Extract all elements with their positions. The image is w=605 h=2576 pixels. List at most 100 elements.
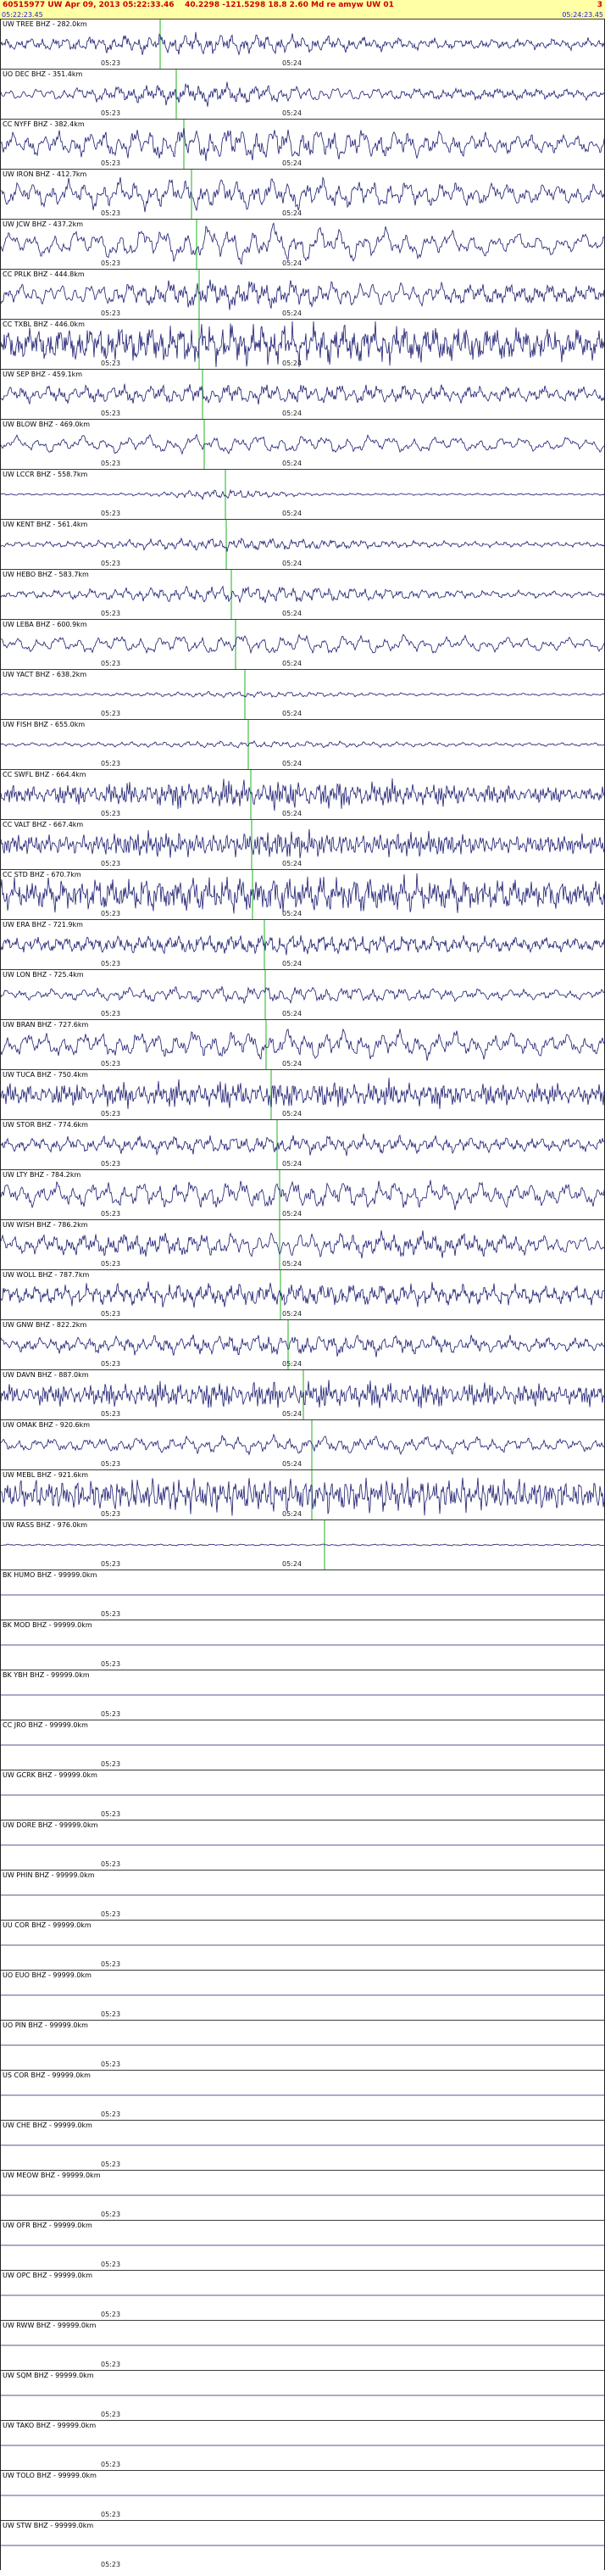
trace-row[interactable]: CC NYFF BHZ - 382.4km 05:23 05:24 xyxy=(1,119,605,170)
time-tick-label: 05:24 xyxy=(282,1010,302,1018)
station-label: UU COR BHZ - 99999.0km xyxy=(3,1921,92,1929)
station-label: CC VALT BHZ - 667.4km xyxy=(3,821,84,828)
trace-row[interactable]: CC SWFL BHZ - 664.4km 05:23 05:24 xyxy=(1,769,605,820)
time-tick-label: 05:23 xyxy=(101,2311,121,2318)
arrival-marker xyxy=(244,670,246,720)
trace-row[interactable]: UW OFR BHZ - 99999.0km 05:23 xyxy=(1,2220,605,2270)
trace-row[interactable]: UW GCRK BHZ - 99999.0km 05:23 xyxy=(1,1770,605,1820)
station-label: CC STD BHZ - 670.7km xyxy=(3,871,81,878)
trace-row[interactable]: UW CHE BHZ - 99999.0km 05:23 xyxy=(1,2120,605,2170)
time-tick-label: 05:23 xyxy=(101,2361,121,2368)
waveform xyxy=(1,2345,605,2346)
window-end-time: 05:24:23.45 xyxy=(562,10,603,19)
trace-row[interactable]: UW TUCA BHZ - 750.4km 05:23 05:24 xyxy=(1,1069,605,1120)
trace-row[interactable]: UW LCCR BHZ - 558.7km 05:23 05:24 xyxy=(1,469,605,520)
station-label: CC PRLK BHZ - 444.8km xyxy=(3,270,85,278)
waveform xyxy=(1,1520,605,1570)
trace-row[interactable]: UW TREE BHZ - 282.0km 05:23 05:24 xyxy=(1,19,605,70)
trace-row[interactable]: UO PIN BHZ - 99999.0km 05:23 xyxy=(1,2020,605,2070)
trace-row[interactable]: CC PRLK BHZ - 444.8km 05:23 05:24 xyxy=(1,269,605,320)
trace-row[interactable]: BK MOD BHZ - 99999.0km 05:23 xyxy=(1,1620,605,1670)
trace-row[interactable]: UO EUO BHZ - 99999.0km 05:23 xyxy=(1,1970,605,2020)
time-tick-label: 05:24 xyxy=(282,109,302,117)
trace-row[interactable]: UW WISH BHZ - 786.2km 05:23 05:24 xyxy=(1,1219,605,1270)
trace-row[interactable]: UW KENT BHZ - 561.4km 05:23 05:24 xyxy=(1,519,605,570)
arrival-marker xyxy=(279,1220,280,1270)
trace-row[interactable]: UW STOR BHZ - 774.6km 05:23 05:24 xyxy=(1,1119,605,1170)
arrival-marker xyxy=(324,1520,325,1570)
trace-row[interactable]: BK HUMO BHZ - 99999.0km 05:23 xyxy=(1,1570,605,1620)
arrival-marker xyxy=(251,820,253,870)
station-label: UW BLOW BHZ - 469.0km xyxy=(3,421,91,428)
station-label: UW LON BHZ - 725.4km xyxy=(3,971,84,979)
time-tick-label: 05:24 xyxy=(282,660,302,667)
trace-row[interactable]: UW HEBO BHZ - 583.7km 05:23 05:24 xyxy=(1,569,605,620)
trace-row[interactable]: UW BRAN BHZ - 727.6km 05:23 05:24 xyxy=(1,1019,605,1070)
trace-row[interactable]: UW MEOW BHZ - 99999.0km 05:23 xyxy=(1,2170,605,2220)
trace-row[interactable]: UW LON BHZ - 725.4km 05:23 05:24 xyxy=(1,969,605,1020)
trace-row[interactable]: CC JRO BHZ - 99999.0km 05:23 xyxy=(1,1720,605,1770)
time-tick-label: 05:23 xyxy=(101,1710,121,1718)
time-tick-label: 05:23 xyxy=(101,2010,121,2018)
waveform xyxy=(1,2244,605,2246)
trace-row[interactable]: UW MEBL BHZ - 921.6km 05:23 05:24 xyxy=(1,1469,605,1520)
trace-row[interactable]: UW LTY BHZ - 784.2km 05:23 05:24 xyxy=(1,1169,605,1220)
station-label: UW STW BHZ - 99999.0km xyxy=(3,2522,94,2529)
trace-row[interactable]: UW GNW BHZ - 822.2km 05:23 05:24 xyxy=(1,1319,605,1370)
trace-row[interactable]: UO DEC BHZ - 351.4km 05:23 05:24 xyxy=(1,69,605,120)
station-label: UW RASS BHZ - 976.0km xyxy=(3,1521,87,1529)
trace-row[interactable]: UW OMAK BHZ - 920.6km 05:23 05:24 xyxy=(1,1419,605,1470)
station-label: UW OPC BHZ - 99999.0km xyxy=(3,2272,93,2279)
trace-row[interactable]: UU COR BHZ - 99999.0km 05:23 xyxy=(1,1920,605,1970)
trace-row[interactable]: UW IRON BHZ - 412.7km 05:23 05:24 xyxy=(1,169,605,220)
time-tick-label: 05:23 xyxy=(101,2060,121,2068)
waveform xyxy=(1,520,605,570)
station-label: UW TOLO BHZ - 99999.0km xyxy=(3,2472,97,2479)
trace-row[interactable]: US COR BHZ - 99999.0km 05:23 xyxy=(1,2070,605,2120)
time-tick-label: 05:23 xyxy=(101,209,121,217)
waveform xyxy=(1,320,605,370)
trace-row[interactable]: UW YACT BHZ - 638.2km 05:23 05:24 xyxy=(1,669,605,720)
trace-row[interactable]: UW DORE BHZ - 99999.0km 05:23 xyxy=(1,1820,605,1870)
time-tick-label: 05:24 xyxy=(282,309,302,317)
waveform xyxy=(1,1794,605,1796)
trace-row[interactable]: CC TXBL BHZ - 446.0km 05:23 05:24 xyxy=(1,319,605,370)
trace-row[interactable]: UW STW BHZ - 99999.0km 05:23 xyxy=(1,2520,605,2570)
time-tick-label: 05:24 xyxy=(282,1310,302,1318)
trace-row[interactable]: UW SEP BHZ - 459.1km 05:23 05:24 xyxy=(1,369,605,420)
station-label: UW GCRK BHZ - 99999.0km xyxy=(3,1771,97,1779)
trace-row[interactable]: UW PHIN BHZ - 99999.0km 05:23 xyxy=(1,1870,605,1920)
trace-row[interactable]: UW DAVN BHZ - 887.0km 05:23 05:24 xyxy=(1,1369,605,1420)
waveform xyxy=(1,1020,605,1070)
time-tick-label: 05:23 xyxy=(101,660,121,667)
trace-row[interactable]: UW RASS BHZ - 976.0km 05:23 05:24 xyxy=(1,1519,605,1570)
trace-row[interactable]: UW BLOW BHZ - 469.0km 05:23 05:24 xyxy=(1,419,605,470)
waveform xyxy=(1,870,605,920)
trace-row[interactable]: UW ERA BHZ - 721.9km 05:23 05:24 xyxy=(1,919,605,970)
trace-row[interactable]: BK YBH BHZ - 99999.0km 05:23 xyxy=(1,1670,605,1720)
trace-row[interactable]: UW OPC BHZ - 99999.0km 05:23 xyxy=(1,2270,605,2320)
waveform xyxy=(1,2094,605,2096)
trace-row[interactable]: UW JCW BHZ - 437.2km 05:23 05:24 xyxy=(1,219,605,270)
trace-row[interactable]: UW LEBA BHZ - 600.9km 05:23 05:24 xyxy=(1,619,605,670)
trace-row[interactable]: CC VALT BHZ - 667.4km 05:23 05:24 xyxy=(1,819,605,870)
time-tick-label: 05:23 xyxy=(101,1060,121,1068)
trace-row[interactable]: CC STD BHZ - 670.7km 05:23 05:24 xyxy=(1,869,605,920)
time-tick-label: 05:24 xyxy=(282,1560,302,1568)
waveform xyxy=(1,670,605,720)
trace-row[interactable]: UW TOLO BHZ - 99999.0km 05:23 xyxy=(1,2470,605,2520)
time-tick-label: 05:24 xyxy=(282,1160,302,1168)
time-tick-label: 05:23 xyxy=(101,159,121,167)
time-tick-label: 05:24 xyxy=(282,1510,302,1518)
trace-row[interactable]: UW FISH BHZ - 655.0km 05:23 05:24 xyxy=(1,719,605,770)
arrival-marker xyxy=(252,870,253,920)
waveform xyxy=(1,620,605,670)
station-label: UO PIN BHZ - 99999.0km xyxy=(3,2021,88,2029)
trace-row[interactable]: UW SQM BHZ - 99999.0km 05:23 xyxy=(1,2370,605,2420)
waveform xyxy=(1,2194,605,2196)
trace-row[interactable]: UW WOLL BHZ - 787.7km 05:23 05:24 xyxy=(1,1269,605,1320)
trace-row[interactable]: UW RWW BHZ - 99999.0km 05:23 xyxy=(1,2320,605,2370)
trace-row[interactable]: UW TAKO BHZ - 99999.0km 05:23 xyxy=(1,2420,605,2470)
station-label: UW HEBO BHZ - 583.7km xyxy=(3,571,89,578)
header: 60515977 UW Apr 09, 2013 05:22:33.46 40.… xyxy=(0,0,605,19)
